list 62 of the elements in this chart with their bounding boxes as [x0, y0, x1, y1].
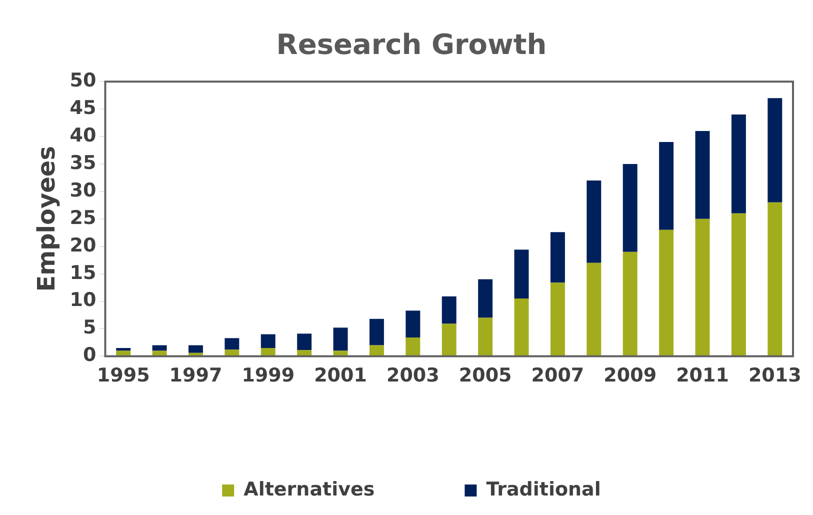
- bar: [550, 232, 565, 283]
- bar: [152, 345, 167, 351]
- y-tick-label: 10: [70, 289, 96, 312]
- y-tick-label: 25: [70, 206, 96, 229]
- bar: [768, 202, 782, 356]
- x-tick-label: 2009: [604, 364, 657, 387]
- x-tick-label: 1995: [96, 364, 150, 387]
- legend-label: Traditional: [486, 478, 601, 500]
- bar: [116, 350, 131, 356]
- bar: [478, 318, 493, 356]
- y-tick-label: 35: [70, 152, 96, 174]
- bar: [297, 334, 312, 350]
- bar: [514, 250, 529, 299]
- bar: [224, 338, 240, 350]
- x-tick-label: 2005: [458, 364, 512, 387]
- y-tick-label: 20: [70, 234, 96, 256]
- y-tick-label: 45: [70, 96, 96, 119]
- bar: [695, 131, 710, 219]
- bar: [116, 348, 131, 351]
- chart-title: Research Growth: [276, 28, 547, 62]
- y-tick-label: 0: [83, 344, 96, 366]
- bar: [695, 218, 710, 356]
- x-tick-label: 1999: [242, 364, 295, 387]
- legend-label: Alternatives: [244, 478, 375, 500]
- bar: [514, 298, 529, 356]
- bar: [260, 348, 276, 356]
- bar: [659, 142, 674, 230]
- bar: [659, 230, 674, 356]
- bar: [369, 318, 384, 346]
- bar: [260, 334, 276, 348]
- x-tick-label: 2013: [748, 364, 802, 387]
- bar: [731, 213, 746, 356]
- bar: [550, 282, 565, 356]
- y-tick-label: 40: [70, 124, 96, 146]
- bar: [768, 98, 782, 202]
- bar: [406, 310, 420, 338]
- x-tick-label: 2007: [531, 364, 584, 387]
- y-tick-label: 50: [70, 70, 96, 92]
- bar: [333, 328, 348, 351]
- bar: [442, 296, 456, 324]
- bar: [731, 114, 746, 214]
- y-tick-label: 15: [70, 262, 96, 284]
- bar: [622, 252, 638, 356]
- y-tick-label: 5: [83, 316, 96, 339]
- y-axis-title: Employees: [32, 146, 61, 292]
- bar: [622, 164, 638, 252]
- x-tick-label: 2001: [314, 364, 367, 387]
- x-tick-label: 2003: [386, 364, 440, 387]
- bar: [297, 350, 312, 356]
- bar: [586, 180, 602, 263]
- bar: [152, 350, 167, 356]
- bar: [369, 345, 384, 356]
- bar: [406, 338, 420, 356]
- bar: [442, 324, 456, 356]
- bar: [586, 262, 602, 356]
- bar: [224, 350, 240, 356]
- x-tick-label: 1997: [169, 364, 222, 387]
- bar: [188, 345, 203, 353]
- x-tick-label: 2011: [676, 364, 729, 387]
- bar: [478, 279, 493, 318]
- y-tick-label: 30: [70, 179, 96, 202]
- bar: [333, 350, 348, 356]
